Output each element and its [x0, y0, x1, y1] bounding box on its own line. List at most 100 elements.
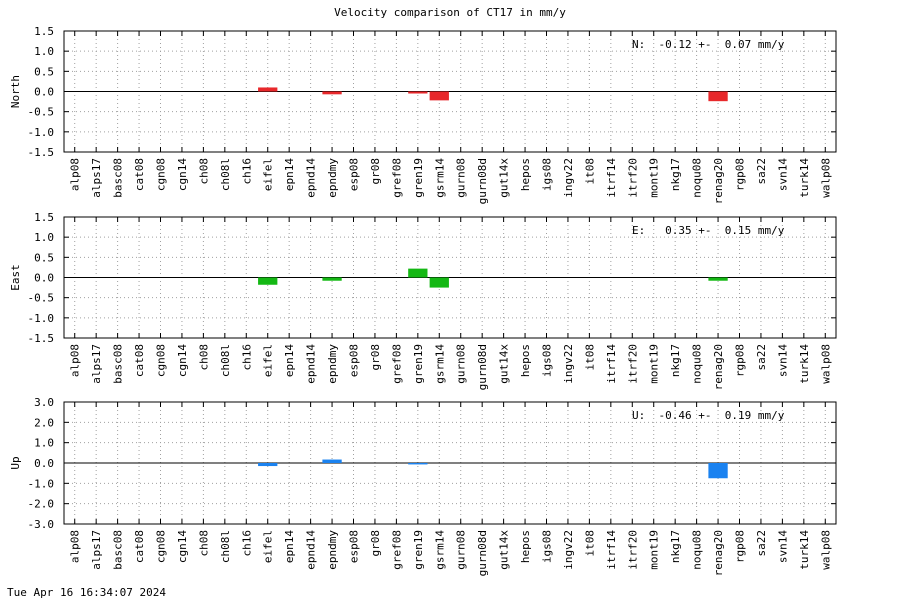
x-tick-label: basc08	[112, 530, 125, 570]
x-tick-label: ingv22	[562, 158, 575, 198]
x-tick-label: itrf20	[626, 158, 639, 198]
x-tick-label: mont19	[648, 530, 661, 570]
x-tick-label: cat08	[133, 530, 146, 563]
x-tick-label: epndmy	[326, 530, 339, 570]
y-tick-label: -1.5	[28, 332, 55, 345]
y-tick-label: -1.5	[28, 146, 55, 159]
x-tick-label: gref08	[390, 530, 403, 570]
y-tick-label: 2.0	[34, 416, 54, 429]
x-tick-label: gut14x	[498, 344, 511, 384]
x-tick-label: gurn08	[455, 344, 468, 384]
x-tick-label: turk14	[798, 530, 811, 570]
y-tick-label: -0.5	[28, 106, 55, 119]
x-tick-label: noqu08	[691, 344, 704, 384]
x-tick-label: it08	[583, 530, 596, 557]
x-tick-label: alp08	[69, 158, 82, 191]
x-tick-label: ch16	[240, 158, 253, 185]
bar-renag20	[708, 463, 728, 479]
x-tick-label: turk14	[798, 344, 811, 384]
x-tick-label: gref08	[390, 158, 403, 198]
x-tick-label: itrf14	[605, 344, 618, 384]
bar-gsrm14	[429, 91, 449, 101]
x-tick-label: alps17	[90, 530, 103, 570]
x-tick-label: basc08	[112, 344, 125, 384]
x-tick-label: gren19	[412, 344, 425, 384]
x-tick-label: ch08l	[219, 344, 232, 377]
x-tick-label: ch08	[197, 530, 210, 557]
x-tick-label: ch16	[240, 344, 253, 371]
x-tick-label: ch08l	[219, 530, 232, 563]
x-tick-label: cgn08	[155, 530, 168, 563]
x-tick-label: gr08	[369, 530, 382, 557]
bar-gren19	[408, 91, 428, 94]
x-tick-label: svn14	[776, 344, 789, 377]
x-tick-label: nkg17	[669, 344, 682, 377]
y-tick-label: 0.0	[34, 272, 54, 285]
x-tick-label: itrf14	[605, 530, 618, 570]
x-tick-label: igs08	[541, 530, 554, 563]
x-tick-label: gr08	[369, 344, 382, 371]
x-tick-label: itrf20	[626, 530, 639, 570]
x-tick-label: gr08	[369, 158, 382, 185]
x-tick-label: ch16	[240, 530, 253, 557]
x-tick-label: cgn14	[176, 344, 189, 377]
x-tick-label: gurn08d	[476, 158, 489, 204]
y-axis-label: East	[9, 264, 22, 291]
x-tick-label: esp08	[348, 158, 361, 191]
x-tick-label: gsrm14	[433, 344, 446, 384]
bar-epndmy	[322, 459, 342, 463]
x-tick-label: rgp08	[734, 344, 747, 377]
x-tick-label: cat08	[133, 344, 146, 377]
x-tick-label: renag20	[712, 158, 725, 204]
x-tick-label: rgp08	[734, 158, 747, 191]
x-tick-label: mont19	[648, 344, 661, 384]
y-tick-label: 0.5	[34, 65, 54, 78]
x-tick-label: sa22	[755, 530, 768, 557]
x-tick-label: epn14	[283, 530, 296, 563]
bar-epndmy	[322, 91, 342, 95]
x-tick-label: epn14	[283, 344, 296, 377]
x-tick-label: ingv22	[562, 344, 575, 384]
x-tick-label: cgn08	[155, 344, 168, 377]
x-tick-label: renag20	[712, 344, 725, 390]
x-tick-label: hepos	[519, 344, 532, 377]
x-tick-label: svn14	[776, 530, 789, 563]
y-tick-label: 0.0	[34, 457, 54, 470]
x-tick-label: igs08	[541, 344, 554, 377]
bar-epndmy	[322, 277, 342, 281]
x-tick-label: epndmy	[326, 344, 339, 384]
x-tick-label: alp08	[69, 530, 82, 563]
y-axis-label: North	[9, 75, 22, 108]
stats-annotation: E: 0.35 +- 0.15 mm/y	[632, 224, 785, 237]
y-tick-label: -1.0	[28, 312, 55, 325]
x-tick-label: cgn14	[176, 530, 189, 563]
x-tick-label: nkg17	[669, 530, 682, 563]
x-tick-label: ch08l	[219, 158, 232, 191]
x-tick-label: alp08	[69, 344, 82, 377]
x-tick-label: alps17	[90, 158, 103, 198]
x-tick-label: epndmy	[326, 158, 339, 198]
x-tick-label: gurn08d	[476, 530, 489, 576]
x-tick-label: basc08	[112, 158, 125, 198]
x-tick-label: turk14	[798, 158, 811, 198]
x-tick-label: gren19	[412, 530, 425, 570]
y-tick-label: 1.0	[34, 45, 54, 58]
bar-renag20	[708, 91, 728, 102]
x-tick-label: epnd14	[305, 344, 318, 384]
x-tick-label: walp08	[819, 158, 832, 198]
x-tick-label: itrf14	[605, 158, 618, 198]
bar-eifel	[258, 87, 278, 92]
x-tick-label: alps17	[90, 344, 103, 384]
x-tick-label: ch08	[197, 158, 210, 185]
y-tick-label: 1.0	[34, 437, 54, 450]
x-tick-label: gref08	[390, 344, 403, 384]
x-tick-label: gurn08d	[476, 344, 489, 390]
x-tick-label: cgn14	[176, 158, 189, 191]
x-tick-label: ingv22	[562, 530, 575, 570]
x-tick-label: gsrm14	[433, 158, 446, 198]
x-tick-label: eifel	[262, 530, 275, 563]
y-tick-label: -1.0	[28, 126, 55, 139]
stats-annotation: N: -0.12 +- 0.07 mm/y	[632, 38, 785, 51]
y-axis-label: Up	[9, 456, 22, 469]
